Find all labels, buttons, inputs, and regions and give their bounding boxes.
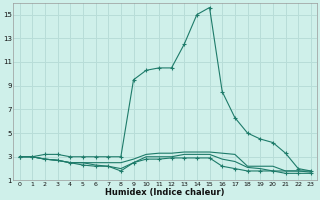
X-axis label: Humidex (Indice chaleur): Humidex (Indice chaleur): [106, 188, 225, 197]
